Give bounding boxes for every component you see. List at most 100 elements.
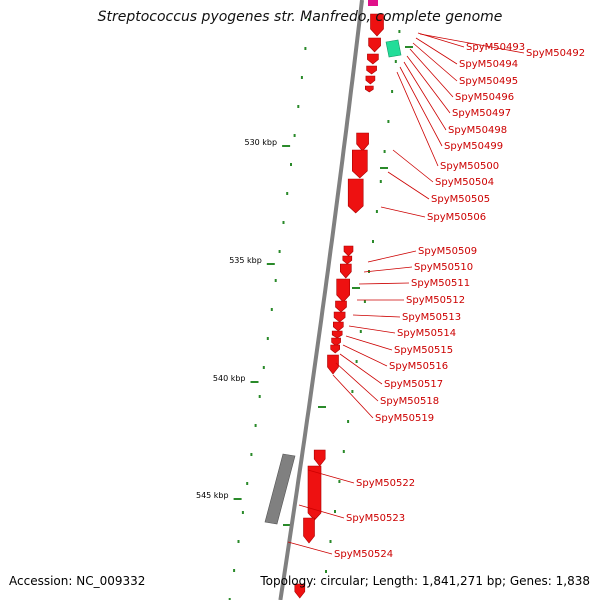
gene-track — [264, 0, 402, 599]
gene-label: SpyM50517 — [384, 379, 443, 390]
track-dot — [329, 540, 332, 543]
track-mark — [352, 287, 360, 289]
label-leader-line — [415, 37, 458, 65]
label-leader-line — [419, 33, 525, 54]
gene-arrow — [367, 53, 379, 65]
gene-arrow — [313, 449, 326, 467]
gene-arrow — [336, 278, 351, 303]
gene-label: SpyM50513 — [402, 312, 461, 323]
label-leader-line — [396, 71, 439, 167]
gene-block-rna — [385, 39, 402, 58]
track-dot — [286, 192, 289, 195]
track-dot — [270, 308, 273, 311]
label-leader-line — [403, 61, 447, 131]
gene-label: SpyM50497 — [452, 108, 511, 119]
track-dot — [325, 570, 327, 573]
gene-label: SpyM50492 — [526, 48, 585, 59]
gene-arrow — [339, 263, 352, 279]
track-dot — [241, 511, 244, 514]
gene-arrow — [330, 344, 341, 354]
label-leader-line — [352, 314, 401, 318]
gene-arrow — [307, 465, 322, 521]
gene-arrow — [332, 321, 344, 332]
gene-label: SpyM50515 — [394, 345, 453, 356]
kbp-tick-mark — [266, 263, 275, 265]
gene-arrow — [335, 300, 347, 313]
track-dot — [254, 424, 257, 427]
gene-label: SpyM50524 — [334, 549, 393, 560]
genome-backbone — [278, 0, 364, 600]
track-dot — [363, 300, 366, 303]
kbp-tick-mark — [282, 145, 291, 147]
pseudogene-block — [264, 453, 296, 525]
gene-arrow — [356, 132, 369, 152]
kbp-tick-label: 545 kbp — [196, 491, 229, 500]
label-leader-line — [348, 325, 396, 334]
kbp-tick-label: 530 kbp — [244, 138, 277, 147]
label-leader-line — [363, 266, 413, 273]
label-leader-line — [332, 374, 374, 419]
track-dot — [304, 47, 307, 50]
gene-label: SpyM50504 — [435, 177, 494, 188]
gene-arrow — [331, 337, 341, 347]
track-dot — [278, 250, 281, 253]
gene-label: SpyM50495 — [459, 76, 518, 87]
kbp-ticks: 530 kbp 535 kbp 540 kbp 545 kbp — [196, 138, 291, 500]
label-leader-line — [406, 55, 451, 114]
track-dot — [334, 510, 336, 513]
track-mark — [283, 524, 291, 526]
track-dot — [233, 569, 236, 572]
label-leader-line — [339, 353, 383, 385]
gene-arrow — [366, 65, 377, 75]
label-leader-line — [342, 344, 388, 367]
gene-label: SpyM50512 — [406, 295, 465, 306]
gene-arrow — [333, 311, 346, 323]
gene-label: SpyM50493 — [466, 42, 525, 53]
track-dot — [351, 390, 354, 393]
track-dot — [228, 598, 231, 600]
label-leader-line — [380, 206, 426, 218]
gene-label: SpyM50498 — [448, 125, 507, 136]
track-dot — [375, 210, 378, 213]
gene-label: SpyM50516 — [389, 361, 448, 372]
track-dot — [394, 60, 397, 63]
gene-arrow — [365, 75, 376, 85]
gene-arrow — [351, 149, 368, 179]
gene-arrow — [343, 245, 354, 257]
accession-text: Accession: NC_009332 — [9, 574, 146, 588]
track-dot — [282, 221, 285, 224]
gene-label: SpyM50511 — [411, 278, 470, 289]
track-dot — [338, 480, 341, 483]
gene-label: SpyM50518 — [380, 396, 439, 407]
genome-summary-text: Topology: circular; Length: 1,841,271 bp… — [260, 574, 590, 588]
gene-arrow — [347, 178, 364, 214]
track-dot — [387, 120, 390, 123]
track-dot — [383, 150, 386, 153]
label-leader-line — [298, 504, 345, 519]
track-dot — [290, 163, 292, 166]
label-leader-line — [409, 48, 454, 98]
label-leader-line — [417, 32, 465, 48]
label-leader-line — [307, 469, 355, 484]
gc-track — [228, 18, 413, 600]
gene-arrow — [303, 517, 315, 544]
track-dot — [297, 105, 300, 108]
gene-label: SpyM50514 — [397, 328, 456, 339]
track-dot — [355, 360, 358, 363]
gene-label: SpyM50505 — [431, 194, 490, 205]
gene-arrow — [370, 13, 384, 37]
gene-label: SpyM50509 — [418, 246, 477, 257]
gene-arrow — [331, 330, 343, 339]
label-leader-line — [287, 541, 333, 555]
track-dot — [250, 453, 253, 456]
kbp-tick-mark — [250, 381, 259, 383]
kbp-tick-mark — [233, 498, 242, 500]
track-dot — [274, 279, 277, 282]
track-dot — [258, 395, 261, 398]
track-dot — [379, 180, 382, 183]
label-leader-line — [387, 171, 430, 200]
track-dot — [300, 76, 303, 79]
track-dot — [359, 330, 362, 333]
